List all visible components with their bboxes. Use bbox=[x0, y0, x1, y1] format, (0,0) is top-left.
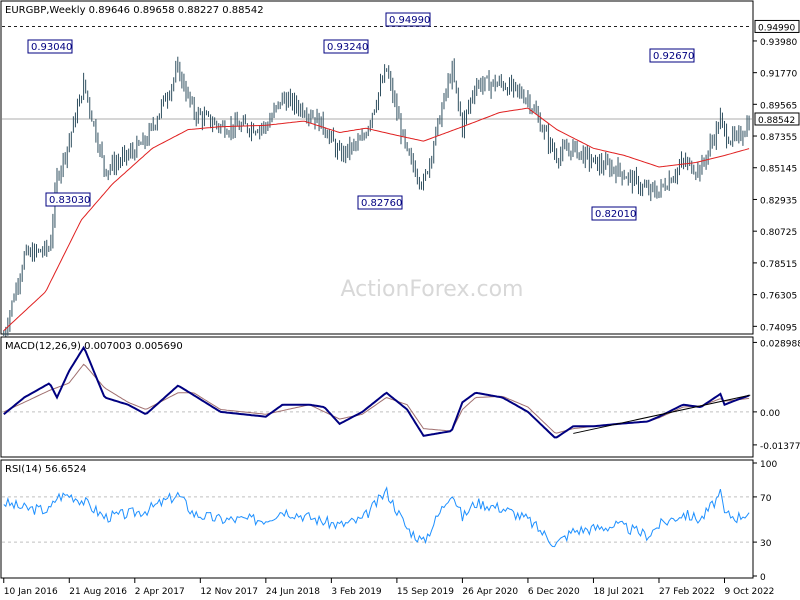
macd-tick-label: -0.013779 bbox=[760, 442, 800, 452]
rsi-tick-label: 100 bbox=[760, 460, 777, 470]
annotation-box bbox=[357, 195, 403, 210]
macd-y-axis: 0.028988 0.00 -0.013779 bbox=[753, 339, 800, 452]
rsi-tick-label: 30 bbox=[760, 539, 772, 549]
rsi-panel: RSI(14) 56.6524 bbox=[0, 459, 754, 579]
time-tick-label: 21 Aug 2016 bbox=[69, 587, 127, 597]
time-tick-label: 3 Feb 2019 bbox=[331, 587, 382, 597]
annotation-box bbox=[27, 39, 73, 54]
price-panel-title: EURGBP,Weekly 0.89646 0.89658 0.88227 0.… bbox=[5, 5, 264, 16]
annotation-label: 0.93040 bbox=[31, 42, 72, 53]
time-tick-label: 26 Apr 2020 bbox=[462, 587, 518, 597]
time-tick-label: 10 Jan 2016 bbox=[4, 587, 58, 597]
annotation-label: 0.82010 bbox=[595, 209, 636, 220]
time-tick-label: 2 Apr 2017 bbox=[135, 587, 185, 597]
annotation-box bbox=[323, 39, 369, 54]
price-tick-label: 0.89565 bbox=[760, 101, 797, 111]
macd-trendline bbox=[573, 394, 751, 434]
price-y-axis: 0.93980 0.91770 0.89565 0.87355 0.85145 0.829… bbox=[753, 19, 800, 333]
price-tick-label: 0.93980 bbox=[760, 38, 797, 48]
last-price-label: 0.88542 bbox=[758, 116, 795, 126]
time-tick-label: 9 Oct 2022 bbox=[725, 587, 775, 597]
macd-tick-label: 0.00 bbox=[760, 409, 780, 419]
price-tick-label: 0.76305 bbox=[760, 292, 797, 302]
annotation-box bbox=[649, 48, 695, 63]
watermark: ActionForex.com bbox=[341, 277, 524, 302]
moving-average-line bbox=[3, 107, 750, 331]
rsi-tick-label: 70 bbox=[760, 494, 772, 504]
high-level-box bbox=[754, 19, 800, 33]
time-tick-label: 24 Jun 2018 bbox=[266, 587, 320, 597]
price-tick-label: 0.80725 bbox=[760, 228, 797, 238]
time-tick-label: 18 Jul 2021 bbox=[593, 587, 644, 597]
annotation-label: 0.94990 bbox=[389, 15, 430, 26]
price-tick-label: 0.82935 bbox=[760, 196, 797, 206]
time-tick-label: 27 Feb 2022 bbox=[659, 587, 715, 597]
annotation-box bbox=[591, 206, 637, 221]
price-tick-label: 0.87355 bbox=[760, 133, 797, 143]
annotation-label: 0.83030 bbox=[49, 195, 90, 206]
time-axis: 10 Jan 2016 21 Aug 2016 2 Apr 2017 12 Nov 2… bbox=[3, 578, 775, 597]
time-tick-label: 12 Nov 2017 bbox=[200, 587, 258, 597]
annotation-box bbox=[45, 192, 91, 207]
macd-line bbox=[3, 345, 750, 439]
rsi-y-axis: 100 70 30 0 bbox=[753, 460, 777, 583]
annotation-label: 0.92670 bbox=[653, 51, 694, 62]
rsi-line bbox=[3, 486, 750, 548]
price-panel: EURGBP,Weekly 0.89646 0.89658 0.88227 0.… bbox=[0, 0, 754, 340]
macd-panel: MACD(12,26,9) 0.007003 0.005690 bbox=[0, 336, 754, 458]
macd-panel-title: MACD(12,26,9) 0.007003 0.005690 bbox=[5, 341, 183, 352]
annotation-label: 0.82760 bbox=[361, 198, 402, 209]
rsi-panel-title: RSI(14) 56.6524 bbox=[5, 464, 86, 475]
time-tick-label: 6 Dec 2020 bbox=[528, 587, 580, 597]
last-price-box bbox=[754, 112, 800, 126]
macd-tick-label: 0.028988 bbox=[760, 339, 800, 349]
time-tick-label: 15 Sep 2019 bbox=[397, 587, 454, 597]
price-candles bbox=[3, 56, 750, 340]
annotation-box bbox=[385, 12, 431, 27]
annotation-label: 0.93240 bbox=[327, 42, 368, 53]
high-level-label: 0.94990 bbox=[758, 23, 795, 33]
price-tick-label: 0.78515 bbox=[760, 260, 797, 270]
rsi-tick-label: 0 bbox=[760, 573, 766, 583]
price-tick-label: 0.85145 bbox=[760, 165, 797, 175]
price-tick-label: 0.74095 bbox=[760, 323, 797, 333]
price-tick-label: 0.91770 bbox=[760, 70, 797, 80]
